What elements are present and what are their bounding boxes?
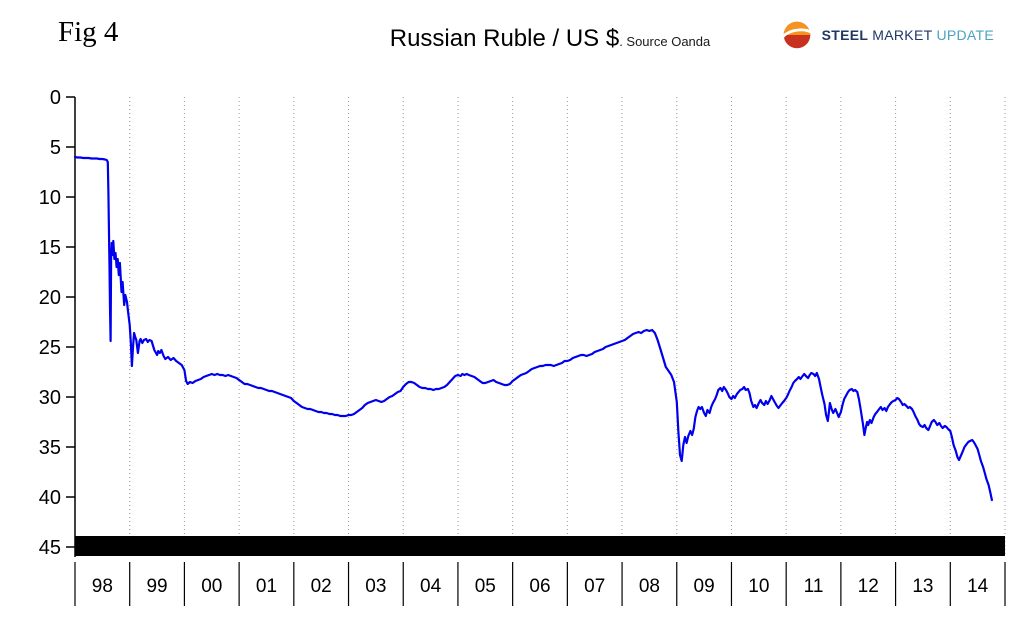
y-axis-tick-label: 30 <box>39 387 61 409</box>
x-axis-year-label: 06 <box>529 576 550 597</box>
x-axis-year-label: 02 <box>311 576 332 597</box>
chart-title-block: Russian Ruble / US $. Source Oanda <box>80 25 1020 53</box>
x-axis-year-label: 10 <box>748 576 769 597</box>
x-axis-year-label: 01 <box>256 576 277 597</box>
smu-logo: STEEL MARKET UPDATE <box>778 16 994 54</box>
y-axis-tick-label: 25 <box>39 337 61 359</box>
x-axis-year-label: 08 <box>639 576 660 597</box>
y-axis-tick-label: 35 <box>39 437 61 459</box>
y-axis-tick-label: 0 <box>50 87 61 109</box>
logo-word-market: MARKET <box>872 27 933 43</box>
x-axis-year-label: 99 <box>146 576 167 597</box>
x-axis-year-label: 11 <box>804 576 824 597</box>
y-axis-tick-label: 5 <box>50 137 61 159</box>
ruble-usd-series-line <box>73 155 994 502</box>
chart-source-label: . Source Oanda <box>619 34 711 49</box>
axis-black-band <box>75 536 1005 556</box>
smu-logo-icon <box>781 21 813 49</box>
y-axis-tick-label: 40 <box>39 487 61 509</box>
logo-swoosh <box>781 28 813 38</box>
y-axis-tick-label: 20 <box>39 287 61 309</box>
x-axis-year-label: 07 <box>584 576 605 597</box>
chart-title: Russian Ruble / US $ <box>389 25 620 52</box>
x-axis-year-label: 04 <box>420 576 442 597</box>
x-axis-year-label: 05 <box>475 576 496 597</box>
y-axis-tick-label: 10 <box>39 187 61 209</box>
y-axis-tick-label: 45 <box>39 537 61 559</box>
logo-word-update: UPDATE <box>936 27 994 43</box>
x-axis-year-label: 98 <box>92 576 113 597</box>
y-axis-tick-label: 15 <box>39 237 61 259</box>
figure-label: Fig 4 <box>58 16 119 48</box>
x-axis-year-label: 03 <box>365 576 386 597</box>
logo-word-steel: STEEL <box>821 27 869 43</box>
x-axis-year-label: 12 <box>858 576 879 597</box>
x-axis-year-label: 14 <box>967 576 989 597</box>
x-axis-year-label: 09 <box>694 576 715 597</box>
x-axis-year-label: 13 <box>912 576 933 597</box>
x-axis-year-label: 00 <box>201 576 222 597</box>
